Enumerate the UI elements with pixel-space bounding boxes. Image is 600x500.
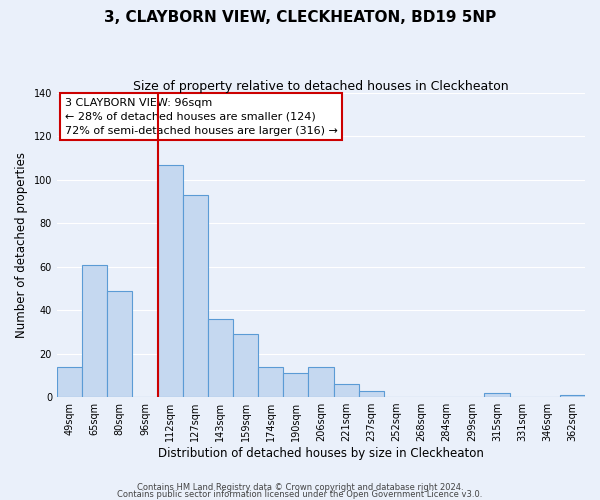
Text: Contains HM Land Registry data © Crown copyright and database right 2024.: Contains HM Land Registry data © Crown c… bbox=[137, 484, 463, 492]
Bar bbox=[208, 319, 233, 397]
Bar bbox=[283, 373, 308, 397]
Bar bbox=[484, 392, 509, 397]
Bar bbox=[182, 195, 208, 397]
Text: 3, CLAYBORN VIEW, CLECKHEATON, BD19 5NP: 3, CLAYBORN VIEW, CLECKHEATON, BD19 5NP bbox=[104, 10, 496, 25]
Bar bbox=[107, 290, 133, 397]
Bar bbox=[359, 390, 384, 397]
Y-axis label: Number of detached properties: Number of detached properties bbox=[15, 152, 28, 338]
Bar bbox=[158, 164, 182, 397]
Bar bbox=[560, 395, 585, 397]
Bar bbox=[308, 366, 334, 397]
X-axis label: Distribution of detached houses by size in Cleckheaton: Distribution of detached houses by size … bbox=[158, 447, 484, 460]
Bar bbox=[82, 264, 107, 397]
Bar bbox=[57, 366, 82, 397]
Text: 3 CLAYBORN VIEW: 96sqm
← 28% of detached houses are smaller (124)
72% of semi-de: 3 CLAYBORN VIEW: 96sqm ← 28% of detached… bbox=[65, 98, 338, 136]
Bar bbox=[233, 334, 258, 397]
Bar bbox=[258, 366, 283, 397]
Bar bbox=[334, 384, 359, 397]
Text: Contains public sector information licensed under the Open Government Licence v3: Contains public sector information licen… bbox=[118, 490, 482, 499]
Title: Size of property relative to detached houses in Cleckheaton: Size of property relative to detached ho… bbox=[133, 80, 509, 93]
